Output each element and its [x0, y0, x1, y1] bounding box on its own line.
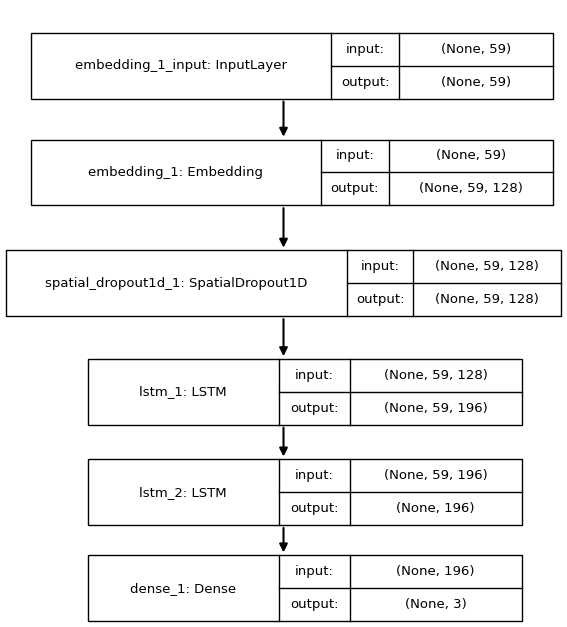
Text: lstm_2: LSTM: lstm_2: LSTM	[139, 486, 227, 498]
Text: output:: output:	[356, 293, 404, 307]
Text: output:: output:	[341, 76, 390, 89]
Text: input:: input:	[295, 369, 333, 382]
Text: dense_1: Dense: dense_1: Dense	[130, 582, 236, 594]
Text: input:: input:	[346, 43, 384, 56]
Text: (None, 59, 128): (None, 59, 128)	[419, 182, 523, 196]
Bar	[6, 250, 561, 316]
Text: input:: input:	[295, 565, 333, 578]
Text: spatial_dropout1d_1: SpatialDropout1D: spatial_dropout1d_1: SpatialDropout1D	[45, 277, 308, 290]
Text: (None, 59, 128): (None, 59, 128)	[435, 293, 539, 307]
Text: output:: output:	[290, 402, 338, 415]
Text: (None, 3): (None, 3)	[405, 598, 467, 611]
Text: output:: output:	[290, 502, 338, 515]
Bar	[88, 459, 522, 525]
Bar	[88, 359, 522, 425]
Bar	[31, 140, 553, 206]
Text: (None, 59): (None, 59)	[435, 149, 506, 162]
Text: (None, 196): (None, 196)	[396, 502, 475, 515]
Text: output:: output:	[290, 598, 338, 611]
Text: (None, 59): (None, 59)	[441, 76, 511, 89]
Text: input:: input:	[295, 469, 333, 482]
Text: embedding_1: Embedding: embedding_1: Embedding	[88, 166, 264, 179]
Text: input:: input:	[361, 260, 399, 273]
Text: embedding_1_input: InputLayer: embedding_1_input: InputLayer	[75, 60, 287, 72]
Text: (None, 59, 128): (None, 59, 128)	[435, 260, 539, 273]
Bar	[88, 556, 522, 621]
Text: (None, 59, 128): (None, 59, 128)	[384, 369, 488, 382]
Text: (None, 196): (None, 196)	[396, 565, 475, 578]
Text: lstm_1: LSTM: lstm_1: LSTM	[139, 386, 227, 398]
Text: output:: output:	[331, 182, 379, 196]
Text: (None, 59, 196): (None, 59, 196)	[384, 469, 488, 482]
Bar	[31, 33, 553, 98]
Text: input:: input:	[335, 149, 374, 162]
Text: (None, 59): (None, 59)	[441, 43, 511, 56]
Text: (None, 59, 196): (None, 59, 196)	[384, 402, 488, 415]
